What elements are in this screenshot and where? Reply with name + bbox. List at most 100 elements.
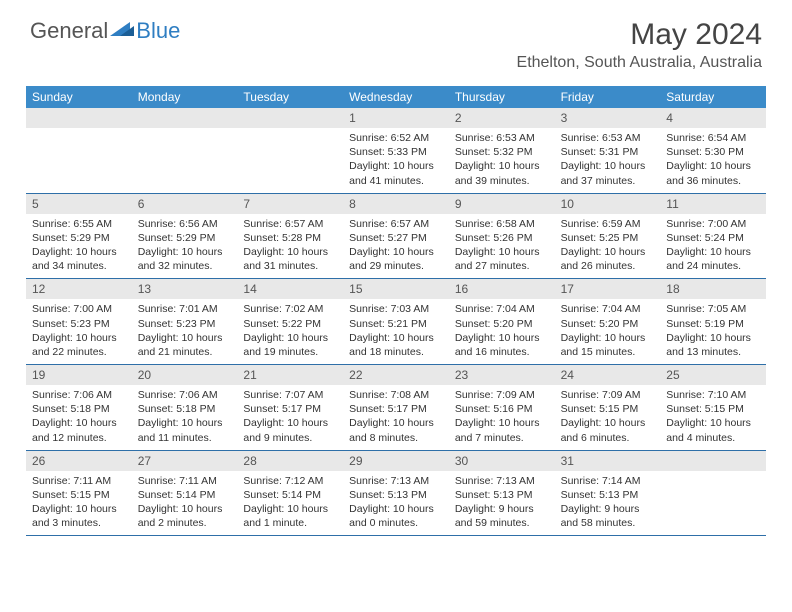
- day-cell: 22Sunrise: 7:08 AMSunset: 5:17 PMDayligh…: [343, 365, 449, 450]
- day-body: Sunrise: 7:05 AMSunset: 5:19 PMDaylight:…: [660, 299, 766, 364]
- day-line: Daylight: 10 hours: [561, 245, 655, 259]
- day-number: 31: [555, 451, 661, 471]
- weekday-cell: Saturday: [660, 86, 766, 108]
- day-number: 10: [555, 194, 661, 214]
- day-number: 4: [660, 108, 766, 128]
- day-line: and 16 minutes.: [455, 345, 549, 359]
- day-line: and 32 minutes.: [138, 259, 232, 273]
- day-cell: 15Sunrise: 7:03 AMSunset: 5:21 PMDayligh…: [343, 279, 449, 364]
- day-line: and 2 minutes.: [138, 516, 232, 530]
- day-line: Daylight: 10 hours: [138, 416, 232, 430]
- day-line: Sunset: 5:13 PM: [455, 488, 549, 502]
- day-number: [237, 108, 343, 128]
- day-line: Daylight: 10 hours: [561, 159, 655, 173]
- day-line: Sunrise: 7:07 AM: [243, 388, 337, 402]
- day-line: Sunrise: 6:56 AM: [138, 217, 232, 231]
- day-body: Sunrise: 7:07 AMSunset: 5:17 PMDaylight:…: [237, 385, 343, 450]
- day-line: Sunrise: 7:14 AM: [561, 474, 655, 488]
- day-cell: 23Sunrise: 7:09 AMSunset: 5:16 PMDayligh…: [449, 365, 555, 450]
- day-number: 15: [343, 279, 449, 299]
- day-line: Sunrise: 7:02 AM: [243, 302, 337, 316]
- day-body: Sunrise: 7:09 AMSunset: 5:15 PMDaylight:…: [555, 385, 661, 450]
- day-body: Sunrise: 6:57 AMSunset: 5:27 PMDaylight:…: [343, 214, 449, 279]
- day-cell: 28Sunrise: 7:12 AMSunset: 5:14 PMDayligh…: [237, 451, 343, 536]
- day-line: and 37 minutes.: [561, 174, 655, 188]
- day-number: 14: [237, 279, 343, 299]
- day-number: 28: [237, 451, 343, 471]
- day-line: Daylight: 10 hours: [243, 502, 337, 516]
- day-line: Daylight: 10 hours: [561, 331, 655, 345]
- day-line: Daylight: 10 hours: [666, 159, 760, 173]
- day-line: Daylight: 10 hours: [32, 331, 126, 345]
- weekday-cell: Sunday: [26, 86, 132, 108]
- day-line: and 7 minutes.: [455, 431, 549, 445]
- day-body: Sunrise: 7:06 AMSunset: 5:18 PMDaylight:…: [132, 385, 238, 450]
- day-body: [237, 128, 343, 178]
- day-body: Sunrise: 7:13 AMSunset: 5:13 PMDaylight:…: [449, 471, 555, 536]
- day-body: Sunrise: 7:11 AMSunset: 5:14 PMDaylight:…: [132, 471, 238, 536]
- day-cell: 6Sunrise: 6:56 AMSunset: 5:29 PMDaylight…: [132, 194, 238, 279]
- day-cell: 25Sunrise: 7:10 AMSunset: 5:15 PMDayligh…: [660, 365, 766, 450]
- week-row: 1Sunrise: 6:52 AMSunset: 5:33 PMDaylight…: [26, 108, 766, 194]
- day-number: 3: [555, 108, 661, 128]
- day-cell: 12Sunrise: 7:00 AMSunset: 5:23 PMDayligh…: [26, 279, 132, 364]
- day-line: and 8 minutes.: [349, 431, 443, 445]
- week-row: 5Sunrise: 6:55 AMSunset: 5:29 PMDaylight…: [26, 194, 766, 280]
- day-line: Sunset: 5:28 PM: [243, 231, 337, 245]
- day-line: Sunrise: 6:59 AM: [561, 217, 655, 231]
- day-number: 17: [555, 279, 661, 299]
- day-number: [26, 108, 132, 128]
- day-body: Sunrise: 7:04 AMSunset: 5:20 PMDaylight:…: [555, 299, 661, 364]
- day-line: and 21 minutes.: [138, 345, 232, 359]
- day-line: Sunset: 5:24 PM: [666, 231, 760, 245]
- day-body: Sunrise: 7:13 AMSunset: 5:13 PMDaylight:…: [343, 471, 449, 536]
- day-body: Sunrise: 6:55 AMSunset: 5:29 PMDaylight:…: [26, 214, 132, 279]
- day-number: 23: [449, 365, 555, 385]
- day-number: 22: [343, 365, 449, 385]
- weekday-cell: Monday: [132, 86, 238, 108]
- day-number: 18: [660, 279, 766, 299]
- day-line: Daylight: 10 hours: [666, 416, 760, 430]
- day-line: Daylight: 10 hours: [32, 245, 126, 259]
- day-line: Sunset: 5:18 PM: [138, 402, 232, 416]
- day-line: Sunset: 5:18 PM: [32, 402, 126, 416]
- logo-triangle-icon: [110, 20, 134, 43]
- month-title: May 2024: [517, 18, 762, 52]
- day-cell: 26Sunrise: 7:11 AMSunset: 5:15 PMDayligh…: [26, 451, 132, 536]
- day-line: and 1 minute.: [243, 516, 337, 530]
- day-line: Daylight: 9 hours: [455, 502, 549, 516]
- day-cell: 7Sunrise: 6:57 AMSunset: 5:28 PMDaylight…: [237, 194, 343, 279]
- day-line: and 59 minutes.: [455, 516, 549, 530]
- day-number: [132, 108, 238, 128]
- day-line: Sunrise: 7:10 AM: [666, 388, 760, 402]
- day-line: and 41 minutes.: [349, 174, 443, 188]
- day-cell: 5Sunrise: 6:55 AMSunset: 5:29 PMDaylight…: [26, 194, 132, 279]
- day-line: and 11 minutes.: [138, 431, 232, 445]
- day-line: Sunset: 5:29 PM: [32, 231, 126, 245]
- day-line: Sunrise: 7:06 AM: [138, 388, 232, 402]
- day-line: Sunrise: 6:55 AM: [32, 217, 126, 231]
- day-number: 6: [132, 194, 238, 214]
- day-number: 25: [660, 365, 766, 385]
- day-body: Sunrise: 7:00 AMSunset: 5:23 PMDaylight:…: [26, 299, 132, 364]
- day-line: Sunrise: 7:13 AM: [455, 474, 549, 488]
- day-number: 11: [660, 194, 766, 214]
- day-line: Daylight: 10 hours: [349, 416, 443, 430]
- day-number: 8: [343, 194, 449, 214]
- weekday-cell: Tuesday: [237, 86, 343, 108]
- day-line: and 29 minutes.: [349, 259, 443, 273]
- day-line: Sunset: 5:16 PM: [455, 402, 549, 416]
- day-line: Sunrise: 6:58 AM: [455, 217, 549, 231]
- day-line: Sunrise: 7:05 AM: [666, 302, 760, 316]
- day-cell: 2Sunrise: 6:53 AMSunset: 5:32 PMDaylight…: [449, 108, 555, 193]
- day-line: Daylight: 10 hours: [455, 331, 549, 345]
- day-line: Sunset: 5:20 PM: [455, 317, 549, 331]
- day-body: [660, 471, 766, 521]
- day-cell: 17Sunrise: 7:04 AMSunset: 5:20 PMDayligh…: [555, 279, 661, 364]
- day-cell: 8Sunrise: 6:57 AMSunset: 5:27 PMDaylight…: [343, 194, 449, 279]
- day-body: [132, 128, 238, 178]
- day-body: Sunrise: 7:01 AMSunset: 5:23 PMDaylight:…: [132, 299, 238, 364]
- logo: General Blue: [30, 18, 180, 44]
- day-line: and 3 minutes.: [32, 516, 126, 530]
- day-line: and 39 minutes.: [455, 174, 549, 188]
